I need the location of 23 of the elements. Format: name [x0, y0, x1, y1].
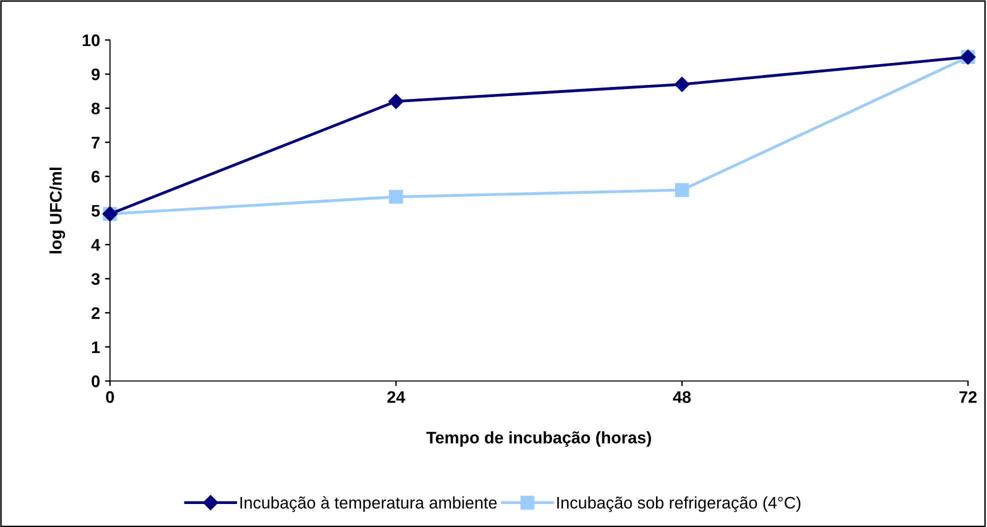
point — [388, 94, 404, 109]
x-tick-label: 0 — [106, 391, 114, 403]
y-tick-label: 2 — [92, 307, 100, 319]
point — [675, 183, 689, 197]
y-tick-label: 10 — [82, 34, 100, 46]
y-tick-label: 5 — [92, 205, 100, 217]
y-tick-label: 7 — [92, 136, 100, 148]
point — [674, 76, 690, 92]
y-tick-label: 1 — [92, 341, 100, 353]
y-tick-label: 6 — [92, 170, 100, 183]
point — [389, 190, 403, 204]
legend-label: Incubação à temperatura ambiente — [240, 496, 497, 512]
y-tick-label: 3 — [91, 273, 100, 285]
x-tick-label: 48 — [672, 391, 691, 403]
x-axis-title: Tempo de incubação (horas) — [426, 431, 652, 447]
y-tick-label: 8 — [92, 102, 100, 114]
y-tick-label: 9 — [92, 68, 100, 80]
y-tick-label: 0 — [92, 375, 100, 388]
legend-label: Incubação sob refrigeração (4°C) — [557, 496, 800, 512]
y-axis-title: log UFC/ml — [49, 168, 66, 254]
y-tick-label: 4 — [91, 239, 100, 251]
x-tick-label: 24 — [387, 391, 406, 403]
x-tick-label: 72 — [959, 391, 977, 403]
